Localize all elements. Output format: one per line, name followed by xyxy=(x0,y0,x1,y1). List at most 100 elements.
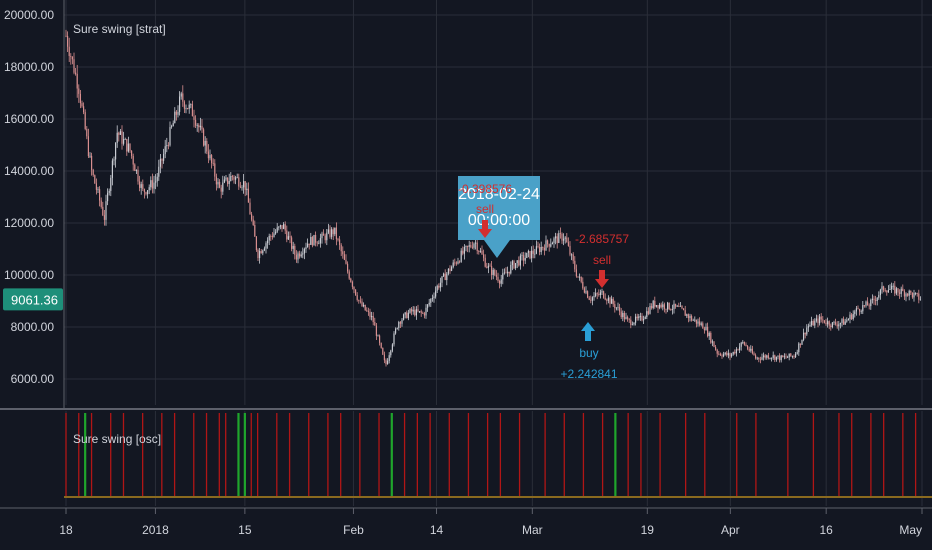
candle-body xyxy=(396,327,398,329)
candle-body xyxy=(715,346,717,350)
candle-body xyxy=(123,139,125,144)
candle-body xyxy=(710,332,712,343)
candle-body xyxy=(865,301,867,306)
candle-body xyxy=(796,352,798,354)
oscillator-signal-bar xyxy=(142,413,144,497)
candle-body xyxy=(766,355,768,358)
time-axis[interactable]: 18 2018 15 Feb 14 Mar 19 Apr 16 May xyxy=(59,508,923,537)
candle-body xyxy=(852,313,854,320)
candle-body xyxy=(559,233,561,235)
candle-body xyxy=(97,189,99,190)
candle-body xyxy=(233,176,235,180)
candle-body xyxy=(679,306,681,307)
candle-body xyxy=(420,311,422,313)
price-tick-label: 6000.00 xyxy=(11,372,55,386)
candle-body xyxy=(505,272,507,274)
candle-body xyxy=(646,311,648,317)
candle-body xyxy=(895,288,897,294)
candle-body xyxy=(857,308,859,310)
candle-body xyxy=(111,160,113,178)
candle-body xyxy=(823,320,825,323)
candle-body xyxy=(193,116,195,120)
candle-body xyxy=(515,263,517,269)
candle-body xyxy=(743,341,745,345)
candle-body xyxy=(131,150,133,156)
candle-body xyxy=(591,297,593,301)
candle-body xyxy=(343,254,345,260)
candle-body xyxy=(774,355,776,360)
candle-body xyxy=(228,181,230,184)
candle-body xyxy=(587,291,589,298)
oscillator-signal-bar xyxy=(486,413,489,497)
candle-body xyxy=(479,250,481,252)
candle-body xyxy=(590,299,592,301)
candle-body xyxy=(535,246,537,254)
main-price-pane[interactable]: 6000.00 8000.00 10000.00 12000.00 14000.00 16… xyxy=(3,0,932,409)
candle-body xyxy=(419,311,421,312)
candle-body xyxy=(830,325,832,328)
candle-body xyxy=(889,289,891,290)
oscillator-signal-bar xyxy=(250,413,252,497)
oscillator-signal-bar xyxy=(65,413,67,497)
candle-body xyxy=(782,355,784,358)
candle-body xyxy=(291,237,293,249)
candle-body xyxy=(529,251,531,259)
candle-body xyxy=(313,234,315,246)
candle-body xyxy=(417,309,419,312)
candle-body xyxy=(844,321,846,325)
candle-body xyxy=(622,312,624,318)
candle-body xyxy=(870,300,872,307)
candle-body xyxy=(884,290,886,292)
candle-body xyxy=(630,319,632,325)
oscillator-signal-bar xyxy=(78,413,80,497)
price-axis: 6000.00 8000.00 10000.00 12000.00 14000.00 16… xyxy=(4,0,65,409)
candle-body xyxy=(276,227,278,232)
candle-body xyxy=(899,292,901,294)
candle-body xyxy=(684,310,686,316)
candle-body xyxy=(433,296,435,299)
candle-body xyxy=(827,321,829,325)
candle-body xyxy=(297,253,299,260)
candle-body xyxy=(495,274,497,277)
candle-body xyxy=(235,177,237,180)
candle-body xyxy=(831,322,833,328)
candle-body xyxy=(431,298,433,300)
candle-body xyxy=(483,254,485,258)
candle-body xyxy=(638,316,640,319)
oscillator-signal-bar xyxy=(237,413,240,497)
candle-body xyxy=(382,347,384,355)
candle-body xyxy=(86,128,88,137)
candle-body xyxy=(724,352,726,355)
oscillator-pane[interactable]: Sure swing [osc] xyxy=(64,411,932,506)
candle-body xyxy=(332,229,334,235)
candle-body xyxy=(220,187,222,192)
candle-body xyxy=(391,344,393,351)
oscillator-signal-bar xyxy=(755,413,757,497)
candle-body xyxy=(102,206,104,216)
candle-body xyxy=(462,250,464,254)
oscillator-signal-bar xyxy=(390,413,393,497)
candle-body xyxy=(807,326,809,328)
candle-body xyxy=(855,308,857,312)
candle-body xyxy=(307,243,309,248)
candle-body xyxy=(108,190,110,193)
candle-body xyxy=(323,233,325,236)
oscillator-signal-bar xyxy=(416,413,418,497)
oscillator-signal-bar xyxy=(90,413,93,497)
candle-body xyxy=(356,295,358,300)
candle-body xyxy=(100,200,102,207)
candle-body xyxy=(516,260,518,264)
candle-body xyxy=(868,305,870,307)
candle-body xyxy=(569,245,571,255)
candle-body xyxy=(339,239,341,245)
candle-body xyxy=(753,353,755,356)
candle-body xyxy=(822,319,824,321)
candle-body xyxy=(839,322,841,325)
candle-body xyxy=(919,299,921,301)
candle-body xyxy=(207,151,209,159)
candle-body xyxy=(711,341,713,343)
candle-body xyxy=(607,297,609,301)
candle-body xyxy=(718,353,720,355)
candle-body xyxy=(262,250,264,254)
time-tick-label: Mar xyxy=(522,523,543,537)
